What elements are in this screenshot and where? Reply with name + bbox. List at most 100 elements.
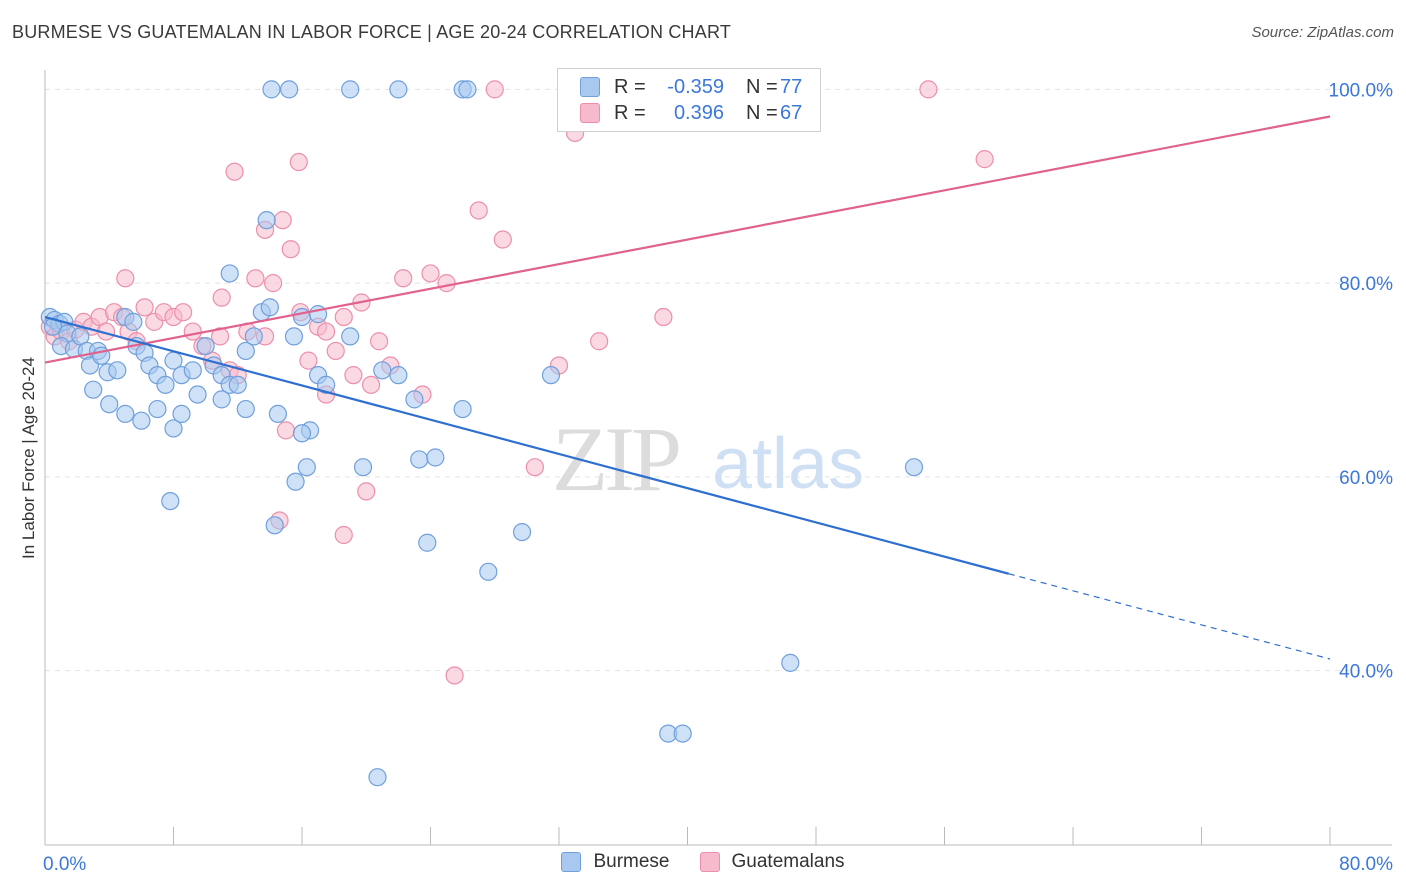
- burmese-point: [368, 768, 387, 787]
- burmese-point: [148, 399, 167, 419]
- burmese-point: [132, 411, 151, 430]
- burmese-point: [172, 404, 191, 424]
- guatemalan-point: [469, 201, 488, 220]
- chart-title: BURMESE VS GUATEMALAN IN LABOR FORCE | A…: [12, 22, 732, 42]
- x-tick-labels: 0.0% 80.0%: [43, 854, 1393, 875]
- burmese-swatch: [580, 77, 600, 97]
- r-label: R =: [614, 101, 646, 124]
- burmese-point: [426, 448, 445, 467]
- legend-label-guatemalans: Guatemalans: [731, 851, 845, 872]
- guatemalan-point: [525, 458, 545, 477]
- guatemalan-point: [394, 269, 413, 288]
- y-tick-labels: 40.0% 60.0% 80.0% 100.0%: [1329, 80, 1394, 682]
- guatemalan-point: [183, 322, 202, 341]
- burmese-point: [220, 264, 239, 283]
- guatemalan-trend-line: [44, 115, 1331, 364]
- r-value: -0.359: [667, 75, 724, 98]
- x-tick-label: 0.0%: [43, 854, 86, 875]
- guatemalan-point: [344, 366, 363, 385]
- burmese-point: [100, 395, 119, 414]
- watermark-atlas: atlas: [712, 424, 864, 504]
- guatemalan-point: [590, 332, 609, 351]
- guatemalan-point: [135, 298, 154, 317]
- axes: [44, 70, 1392, 846]
- burmese-point: [341, 327, 360, 346]
- burmese-point: [228, 375, 247, 394]
- guatemalan-point: [975, 150, 994, 169]
- burmese-point: [541, 366, 561, 385]
- x-tick-label: 80.0%: [1339, 854, 1393, 875]
- guatemalan-point: [370, 332, 389, 351]
- guatemalan-point: [246, 269, 265, 288]
- guatemalan-legend-swatch: [699, 852, 720, 872]
- burmese-point: [212, 390, 231, 409]
- grid-lines: [45, 88, 1392, 672]
- guatemalan-point: [421, 264, 440, 283]
- n-value: 67: [780, 101, 803, 124]
- burmese-point: [116, 404, 135, 424]
- guatemalan-point: [485, 80, 504, 99]
- watermark-zip: ZIP: [552, 408, 679, 510]
- guatemalan-swatch: [580, 103, 600, 123]
- legend-item-burmese: Burmese: [561, 851, 670, 873]
- burmese-point: [236, 341, 255, 361]
- y-tick-label: 100.0%: [1329, 80, 1394, 101]
- n-value: 77: [780, 75, 803, 98]
- burmese-point: [257, 211, 276, 230]
- guatemalan-point: [212, 288, 231, 307]
- burmese-point: [373, 361, 392, 380]
- burmese-point: [512, 522, 532, 542]
- burmese-point: [292, 424, 312, 443]
- guatemalan-point: [210, 327, 230, 346]
- burmese-point: [188, 385, 207, 404]
- y-tick-label: 80.0%: [1339, 274, 1393, 295]
- guatemalan-point: [326, 341, 345, 361]
- chart-source: Source: ZipAtlas.com: [1251, 24, 1394, 41]
- guatemalan-point: [174, 303, 193, 322]
- burmese-trend-extension: [1008, 573, 1331, 660]
- guatemalan-point: [361, 375, 381, 394]
- guatemalan-point: [919, 80, 938, 99]
- r-value: 0.396: [673, 101, 724, 124]
- n-label: N =: [746, 101, 778, 124]
- burmese-point: [236, 399, 255, 419]
- burmese-point: [405, 390, 424, 409]
- watermark: ZIP atlas: [552, 408, 864, 510]
- guatemalan-points: [40, 80, 994, 685]
- burmese-point: [410, 450, 429, 469]
- correlation-legend: R = -0.359 N = 77 R = 0.396 N = 67: [557, 68, 821, 132]
- guatemalan-point: [316, 322, 336, 341]
- burmese-point: [286, 472, 305, 491]
- burmese-point: [196, 336, 215, 356]
- burmese-point: [353, 458, 373, 477]
- guatemalan-point: [299, 351, 318, 370]
- burmese-point: [124, 312, 143, 331]
- burmese-point: [781, 653, 800, 672]
- burmese-point: [108, 361, 127, 380]
- burmese-point: [453, 399, 472, 419]
- burmese-point: [84, 380, 103, 399]
- trend-lines: [44, 115, 1331, 660]
- legend-row-burmese: R = -0.359 N = 77: [580, 74, 802, 100]
- legend-label-burmese: Burmese: [593, 851, 670, 872]
- guatemalan-point: [334, 525, 353, 545]
- burmese-point: [183, 361, 202, 380]
- guatemalan-point: [445, 666, 464, 685]
- guatemalan-point: [273, 211, 292, 230]
- guatemalan-point: [437, 274, 456, 293]
- burmese-point: [268, 404, 288, 424]
- guatemalan-point: [334, 307, 353, 327]
- burmese-point: [262, 80, 281, 99]
- burmese-point: [284, 327, 304, 346]
- burmese-point: [673, 724, 692, 743]
- guatemalan-point: [263, 274, 283, 293]
- burmese-trend-line: [44, 315, 1010, 575]
- burmese-point: [161, 491, 180, 511]
- legend-row-guatemalans: R = 0.396 N = 67: [580, 100, 802, 126]
- y-tick-label: 40.0%: [1339, 662, 1393, 683]
- burmese-point: [316, 375, 336, 394]
- guatemalan-point: [654, 307, 673, 327]
- burmese-point: [164, 419, 183, 438]
- burmese-point: [458, 80, 477, 99]
